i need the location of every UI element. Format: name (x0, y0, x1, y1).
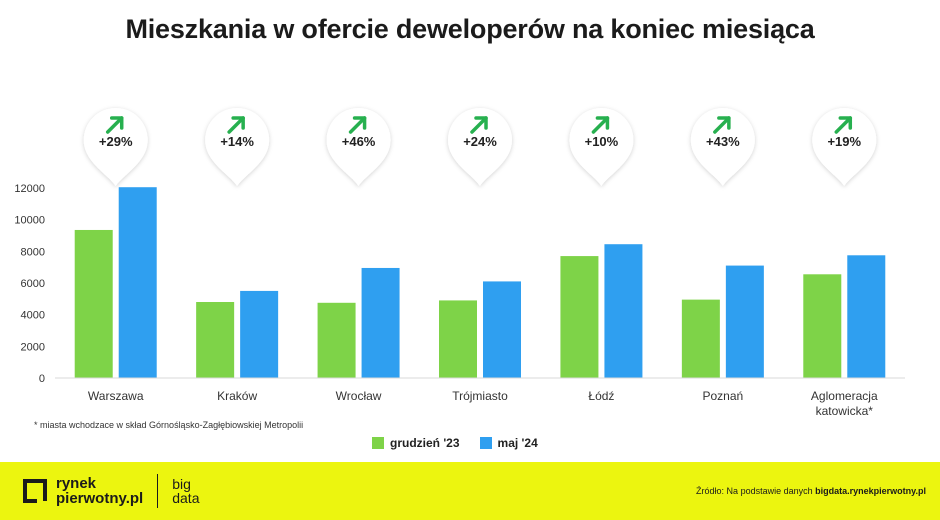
legend-item-maj: maj '24 (479, 436, 538, 450)
logo-bracket-icon (23, 479, 47, 503)
arrow-up-right-icon (348, 116, 367, 134)
bar-grudzien (439, 300, 477, 378)
bar-grudzien (317, 302, 356, 378)
logo-line1: rynek (56, 475, 97, 492)
arrow-up-right-icon (105, 116, 124, 134)
bar-grudzien (196, 302, 235, 378)
change-label: +29% (99, 134, 133, 149)
change-label: +10% (585, 134, 619, 149)
bar-maj (483, 281, 521, 378)
y-tick-label: 8000 (21, 246, 45, 258)
footer-bar: rynek pierwotny.pl big data Źródło: Na p… (0, 462, 940, 520)
bubble-shape (690, 108, 755, 186)
bar-maj (725, 265, 764, 378)
source-note: Źródło: Na podstawie danych bigdata.ryne… (696, 486, 926, 496)
bar-grudzien (681, 299, 720, 378)
bigdata-logo: big data (172, 477, 199, 505)
change-bubble: +19% (812, 108, 877, 186)
y-tick-label: 2000 (21, 341, 45, 353)
change-bubble: +14% (205, 108, 270, 186)
change-bubble: +10% (569, 108, 634, 186)
bar-maj (118, 187, 157, 378)
x-tick-label: Łódź (588, 389, 614, 403)
rynekpierwotny-logo: rynek pierwotny.pl big data (22, 474, 199, 508)
legend-item-grudzien: grudzień '23 (372, 436, 460, 450)
bar-maj (361, 267, 400, 378)
legend-label-maj: maj '24 (497, 436, 538, 450)
bar-maj (604, 244, 643, 378)
footnote: * miasta wchodzace w skład Górnośląsko-Z… (34, 420, 304, 430)
y-tick-label: 10000 (14, 215, 45, 227)
legend-label-grudzien: grudzień '23 (390, 436, 460, 450)
x-tick-label: Poznań (703, 389, 744, 403)
chart-title: Mieszkania w ofercie deweloperów na koni… (125, 14, 815, 44)
change-bubble: +29% (83, 107, 148, 186)
legend-swatch-blue (479, 437, 492, 449)
source-prefix: Źródło: Na podstawie danych (696, 486, 813, 496)
bubble-shape (83, 107, 148, 186)
change-label: +46% (342, 134, 376, 149)
bubble-shape (569, 108, 634, 186)
logo-line2: pierwotny.pl (56, 490, 144, 507)
bubble-shape (326, 108, 391, 186)
change-label: +14% (220, 134, 254, 149)
change-bubble: +46% (326, 108, 391, 186)
legend: grudzień '23 maj '24 (372, 436, 538, 450)
bar-chart: +29% +14% +46% +24% +10% +43% +19% 0 2000 4000 60… (14, 107, 905, 418)
change-label: +43% (706, 134, 740, 149)
bubble-shape (812, 108, 877, 186)
bar-maj (240, 290, 279, 378)
x-tick-label: Warszawa (88, 389, 144, 403)
arrow-up-right-icon (591, 116, 610, 134)
bigdata-line2: data (172, 490, 200, 506)
logo-divider (157, 474, 159, 508)
change-bubble: +24% (448, 108, 512, 186)
y-tick-label: 6000 (21, 278, 45, 290)
x-tick-label: Trójmiasto (452, 389, 508, 403)
y-tick-label: 0 (39, 373, 45, 385)
bar-grudzien (560, 256, 599, 378)
x-tick-label: katowicka* (816, 404, 874, 418)
change-bubble: +43% (690, 108, 755, 186)
bar-grudzien (803, 274, 842, 378)
change-label: +19% (827, 134, 861, 149)
arrow-up-right-icon (227, 116, 245, 134)
bubble-shape (448, 108, 512, 186)
source-site: bigdata.rynekpierwotny.pl (815, 486, 926, 496)
legend-swatch-green (372, 437, 384, 449)
y-tick-label: 4000 (21, 310, 45, 322)
x-tick-label: Kraków (217, 389, 257, 403)
arrow-up-right-icon (834, 116, 853, 134)
x-tick-label: Aglomeracja (811, 389, 878, 403)
bigdata-line1: big (172, 476, 191, 492)
arrow-up-right-icon (713, 116, 731, 134)
bar-grudzien (74, 229, 113, 378)
logo-text: rynek pierwotny.pl (56, 476, 143, 506)
arrow-up-right-icon (470, 116, 488, 134)
y-tick-label: 12000 (14, 183, 45, 195)
change-label: +24% (463, 134, 497, 149)
bar-maj (847, 255, 886, 378)
bubble-shape (205, 108, 270, 186)
x-tick-label: Wrocław (336, 389, 382, 403)
